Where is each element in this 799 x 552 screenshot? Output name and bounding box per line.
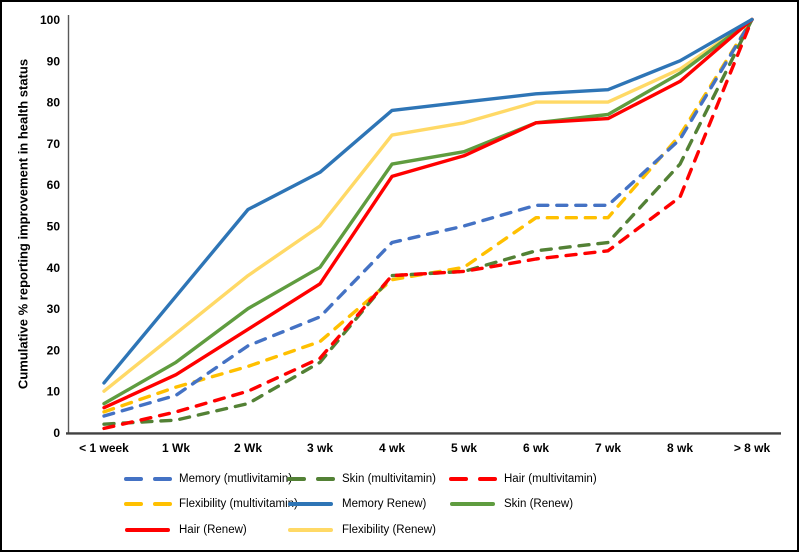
series-line-skin-multivitamin	[102, 17, 754, 426]
x-tick-label: > 8 wk	[734, 441, 771, 455]
series-line-memory-renew	[102, 17, 754, 385]
y-tick-label: 90	[47, 54, 61, 68]
y-tick-label: 70	[47, 137, 61, 151]
x-tick-label: < 1 week	[79, 441, 129, 455]
y-tick-label: 100	[40, 13, 60, 27]
x-tick-label: 1 Wk	[162, 441, 190, 455]
x-tick-label: 7 wk	[595, 441, 621, 455]
y-tick-label: 40	[47, 261, 61, 275]
x-tick-label: 8 wk	[667, 441, 693, 455]
y-tick-label: 50	[47, 220, 61, 234]
series-line-hair-renew	[102, 17, 754, 410]
y-tick-label: 80	[47, 96, 61, 110]
series-line-hair-multivitamin	[102, 17, 754, 431]
y-tick-label: 60	[47, 178, 61, 192]
series-line-memory-mutlivitamin	[102, 17, 754, 418]
series-line-flexibility-multivitamin	[102, 17, 754, 414]
y-tick-label: 0	[53, 426, 60, 440]
x-tick-label: 5 wk	[451, 441, 477, 455]
x-tick-label: 3 wk	[307, 441, 333, 455]
series-line-flexibility-renew	[102, 17, 754, 393]
series-line-skin-renew	[102, 17, 754, 406]
y-tick-label: 10	[47, 385, 61, 399]
x-tick-label: 6 wk	[523, 441, 549, 455]
y-tick-label: 30	[47, 302, 61, 316]
y-axis-title: Cumulative % reporting improvement in he…	[15, 58, 31, 390]
x-tick-label: 4 wk	[379, 441, 405, 455]
x-tick-label: 2 Wk	[234, 441, 262, 455]
y-tick-label: 20	[47, 343, 61, 357]
